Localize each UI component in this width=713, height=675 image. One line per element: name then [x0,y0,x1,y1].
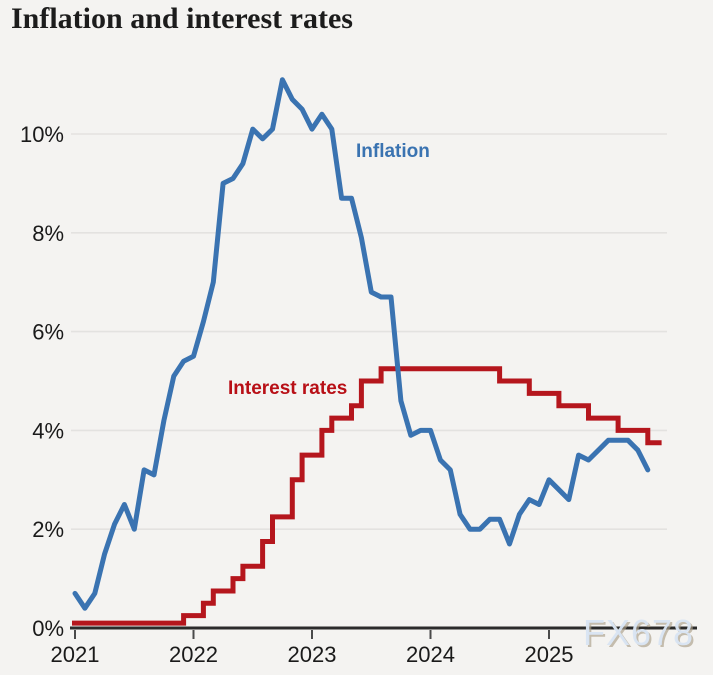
y-tick-label: 0% [32,616,64,641]
chart-title: Inflation and interest rates [11,2,353,35]
y-tick-label: 2% [32,517,64,542]
y-tick-label: 6% [32,320,64,345]
x-tick-label: 2021 [51,642,100,667]
x-tick-label: 2022 [169,642,218,667]
y-tick-label: 10% [20,122,64,147]
x-tick-label: 2024 [406,642,455,667]
y-tick-label: 4% [32,418,64,443]
x-tick-label: 2025 [525,642,574,667]
inflation-series-label: Inflation [356,141,430,162]
watermark: FX678 [583,612,695,653]
inflation-line [72,77,651,611]
interest-rates-series-label: Interest rates [228,378,348,399]
interest-rates-line [72,366,662,626]
y-tick-label: 8% [32,221,64,246]
x-tick-label: 2023 [288,642,337,667]
